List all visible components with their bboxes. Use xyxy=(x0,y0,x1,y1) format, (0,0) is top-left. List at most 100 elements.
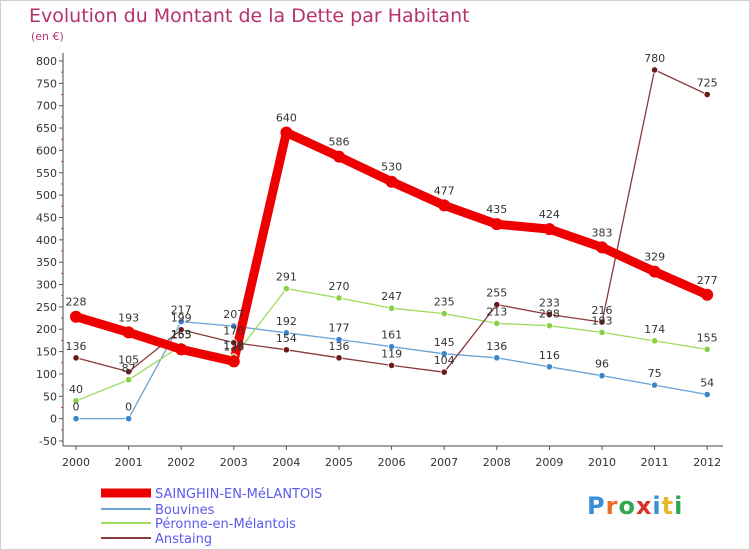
data-point xyxy=(648,265,661,278)
data-point xyxy=(440,368,448,376)
data-label: 780 xyxy=(644,52,665,65)
data-label: 128 xyxy=(223,340,244,353)
y-tick-label: 200 xyxy=(36,323,57,336)
y-tick-label: 450 xyxy=(36,211,57,224)
y-tick-label: 350 xyxy=(36,256,57,269)
data-label: 291 xyxy=(276,271,297,284)
data-label: 163 xyxy=(171,328,192,341)
y-tick-label: 600 xyxy=(36,144,57,157)
y-tick-label: 100 xyxy=(36,368,57,381)
data-label: 54 xyxy=(700,377,714,390)
data-point xyxy=(545,322,554,330)
data-label: 383 xyxy=(592,226,613,239)
data-label: 145 xyxy=(434,336,455,349)
data-label: 216 xyxy=(592,304,613,317)
x-tick-label: 2008 xyxy=(483,456,511,469)
data-label: 87 xyxy=(122,362,136,375)
y-tick-label: 50 xyxy=(43,390,57,403)
x-tick-label: 2009 xyxy=(535,456,563,469)
data-point xyxy=(650,337,659,345)
data-point xyxy=(335,354,343,362)
logo-letter: o xyxy=(618,492,636,520)
chart-subtitle: (en €) xyxy=(31,30,64,43)
data-point xyxy=(282,346,290,354)
data-label: 105 xyxy=(118,354,139,367)
y-tick-label: 0 xyxy=(50,413,57,426)
data-label: 177 xyxy=(329,322,350,335)
legend-label: Bouvines xyxy=(155,503,215,518)
data-label: 270 xyxy=(329,280,350,293)
data-point xyxy=(543,223,556,236)
data-point xyxy=(280,126,293,139)
x-tick-label: 2003 xyxy=(220,456,248,469)
x-tick-label: 2001 xyxy=(115,456,143,469)
data-point xyxy=(701,288,714,301)
y-tick-label: 700 xyxy=(36,100,57,113)
y-tick-label: 550 xyxy=(36,167,57,180)
data-point xyxy=(175,343,188,356)
y-tick-label: 750 xyxy=(36,77,57,90)
data-label: 193 xyxy=(118,311,139,324)
legend-label: SAINGHIN-EN-MéLANTOIS xyxy=(155,487,322,502)
data-label: 119 xyxy=(381,347,402,360)
data-label: 233 xyxy=(539,296,560,309)
data-label: 75 xyxy=(648,367,662,380)
data-label: 640 xyxy=(276,112,297,125)
data-point xyxy=(545,363,554,371)
data-label: 192 xyxy=(276,315,297,328)
legend-label: Anstaing xyxy=(155,532,212,547)
data-point xyxy=(230,322,238,330)
data-point xyxy=(387,361,396,370)
data-point xyxy=(650,381,659,389)
data-label: 213 xyxy=(486,305,507,318)
data-point xyxy=(125,368,133,376)
data-point xyxy=(650,66,659,74)
data-point xyxy=(282,329,290,337)
data-point xyxy=(440,309,448,318)
data-point xyxy=(72,397,80,405)
x-tick-label: 2004 xyxy=(272,456,300,469)
proxiti-logo: Proxiti xyxy=(587,492,683,520)
x-tick-label: 2006 xyxy=(378,456,406,469)
data-point xyxy=(545,310,554,319)
data-point xyxy=(227,355,240,368)
x-tick-label: 2000 xyxy=(62,456,90,469)
data-label: 424 xyxy=(539,208,560,221)
y-tick-label: 800 xyxy=(36,55,57,68)
data-label: 477 xyxy=(434,184,455,197)
data-point xyxy=(125,415,133,423)
data-label: 161 xyxy=(381,329,402,342)
data-label: 138 xyxy=(223,339,244,352)
data-point xyxy=(72,415,80,423)
data-label: 155 xyxy=(171,328,192,341)
data-point xyxy=(385,175,398,188)
y-tick-label: 300 xyxy=(36,279,57,292)
y-tick-label: 500 xyxy=(36,189,57,202)
data-point xyxy=(493,354,501,362)
data-label: 435 xyxy=(486,203,507,216)
data-label: 174 xyxy=(644,323,665,336)
x-tick-label: 2011 xyxy=(641,456,669,469)
logo-letter: i xyxy=(674,492,684,520)
data-point xyxy=(493,301,501,309)
x-tick-label: 2012 xyxy=(693,456,721,469)
data-point xyxy=(598,328,606,336)
data-point xyxy=(493,319,501,328)
data-point xyxy=(598,372,606,380)
data-label: 199 xyxy=(171,312,192,325)
data-label: 136 xyxy=(486,340,507,353)
data-label: 104 xyxy=(434,354,455,367)
chart-title: Evolution du Montant de la Dette par Hab… xyxy=(29,5,470,27)
x-tick-label: 2007 xyxy=(430,456,458,469)
logo-letter: r xyxy=(605,492,619,520)
data-point xyxy=(333,150,345,163)
data-label: 228 xyxy=(66,296,87,309)
data-label: 193 xyxy=(592,314,613,327)
data-label: 725 xyxy=(697,77,718,90)
data-label: 0 xyxy=(125,401,132,414)
logo-letter: i xyxy=(652,492,662,520)
data-point xyxy=(387,343,396,351)
data-label: 0 xyxy=(73,401,80,414)
data-label: 247 xyxy=(381,290,402,303)
